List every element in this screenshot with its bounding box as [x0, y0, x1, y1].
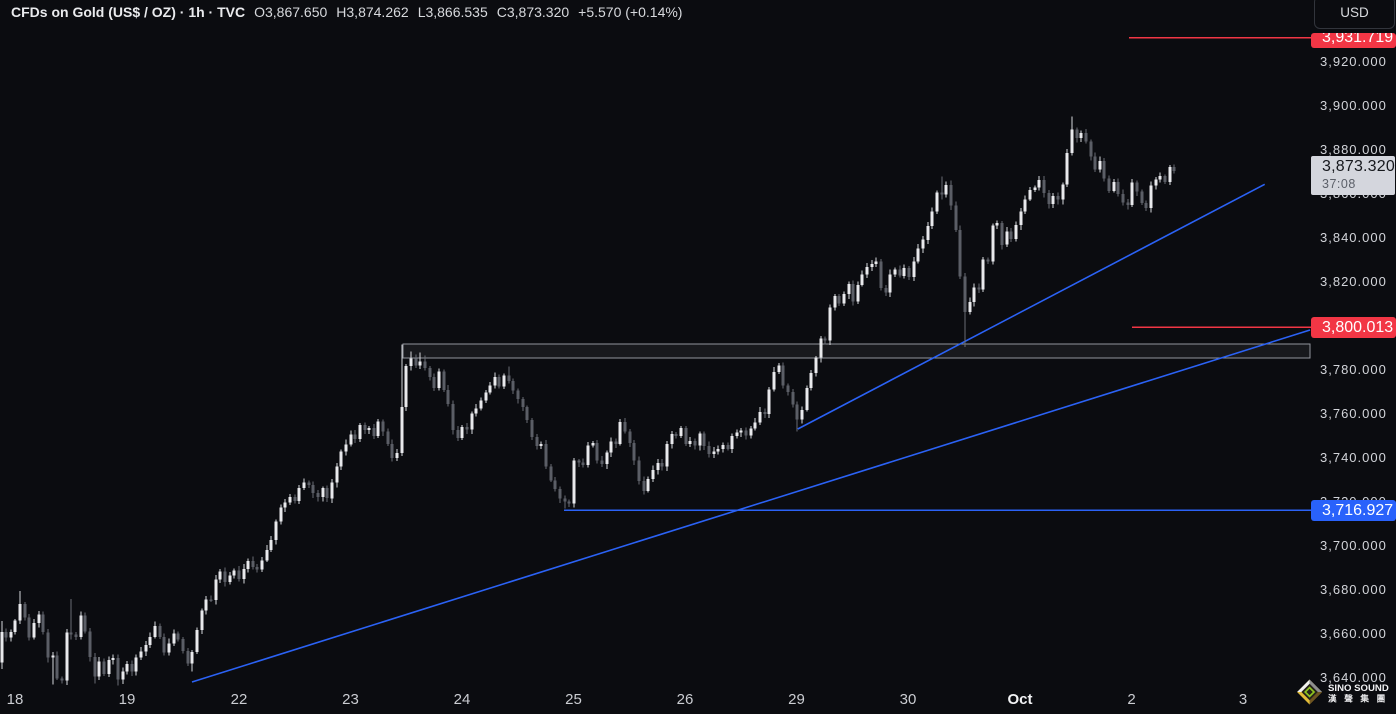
svg-text:SINO SOUND: SINO SOUND — [1328, 683, 1389, 694]
svg-text:漢聲集團: 漢聲集團 — [1328, 693, 1393, 704]
